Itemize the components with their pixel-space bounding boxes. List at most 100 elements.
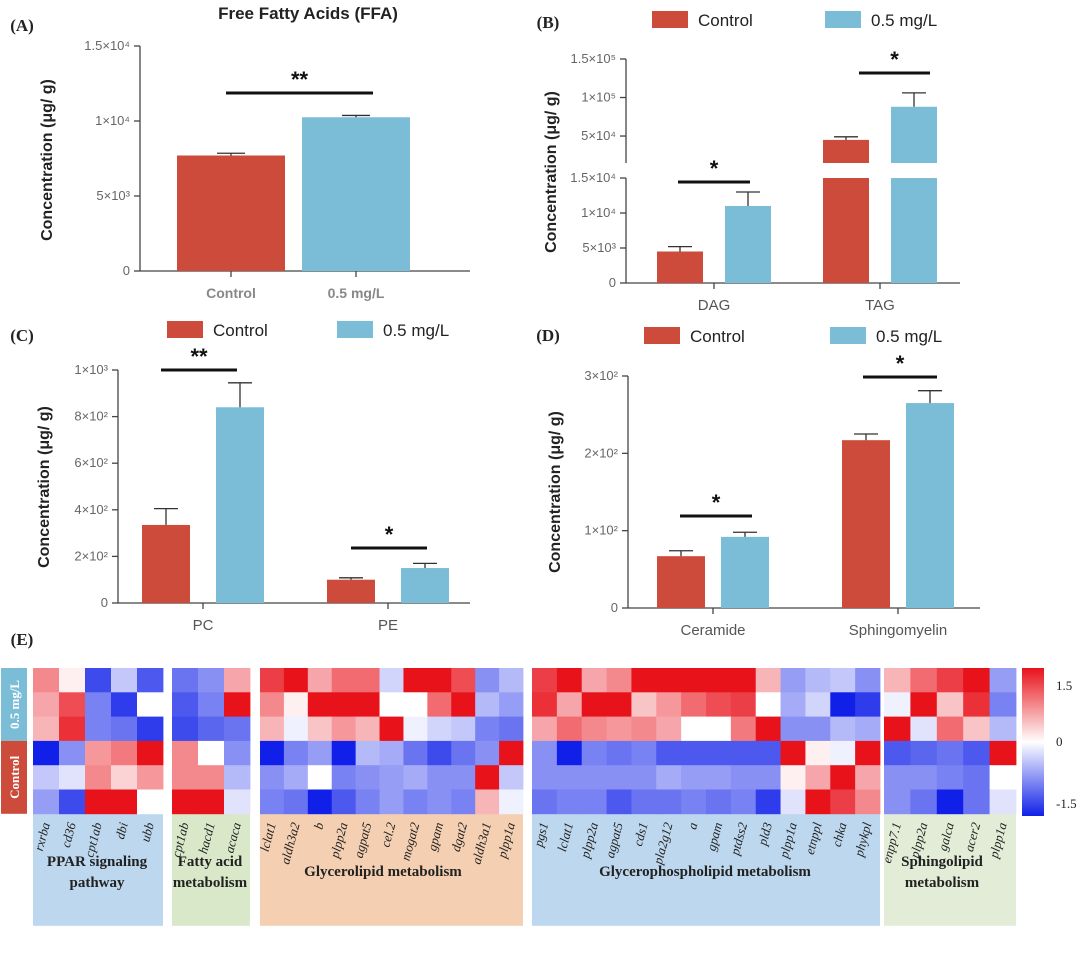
heat-cell-4-2-3 [963,716,990,742]
heat-cell-0-1-0 [33,692,60,717]
gene-label-3-7: gpam [703,821,725,853]
heat-cell-3-5-11 [805,789,831,815]
gene-band-3 [532,813,880,926]
heat-cell-3-1-12 [830,692,856,717]
gene-label-0-1: cd36 [58,820,79,849]
sig-star-B-0: * [710,156,719,181]
heat-cell-3-4-12 [830,765,856,790]
y-tick-label-lower-B-3: 1.5×10⁴ [570,170,616,185]
gene-label-4-3: acer2 [961,820,983,853]
heat-cell-3-5-1 [556,789,583,815]
gene-label-3-4: cds1 [630,821,651,848]
heat-cell-2-5-3 [331,789,357,815]
heat-cell-0-1-4 [137,692,164,717]
heat-cell-3-0-10 [780,668,806,693]
heat-cell-3-2-4 [631,716,657,742]
heat-cell-3-0-0 [532,668,558,693]
heat-cell-3-2-9 [755,716,781,742]
panel-label-B: (B) [537,13,560,32]
heat-cell-2-5-9 [475,789,500,815]
heat-cell-3-0-9 [755,668,781,693]
heat-cell-3-1-1 [556,692,583,717]
heat-cell-2-2-10 [499,716,524,742]
heat-cell-2-0-2 [307,668,333,693]
sig-star-D-0: * [712,490,721,515]
heat-cell-2-0-9 [475,668,500,693]
heat-cell-3-5-2 [581,789,607,815]
bar-B-upper-1-0 [823,139,869,163]
heat-cell-1-4-1 [198,765,225,790]
heat-cell-2-0-0 [260,668,285,693]
y-tick-label-A-3: 1.5×10⁴ [84,38,130,53]
heat-cell-2-2-0 [260,716,285,742]
gene-band-0 [33,813,163,926]
heat-cell-1-0-2 [224,668,251,693]
row-group-label-treated: 0.5 mg/L [7,680,22,729]
heat-cell-1-4-0 [172,765,199,790]
y-tick-label-lower-B-0: 0 [609,275,616,290]
heat-cell-4-2-4 [989,716,1017,742]
heat-cell-3-3-6 [681,740,707,766]
heat-cell-3-1-6 [681,692,707,717]
heat-cell-3-5-0 [532,789,558,815]
heat-cell-1-3-1 [198,740,225,766]
heat-cell-1-2-1 [198,716,225,742]
heat-cell-4-0-2 [936,668,964,693]
heat-cell-3-3-3 [606,740,632,766]
gene-label-3-12: chka [829,820,850,848]
colorbar-label-1: 0 [1056,734,1063,749]
x-tick-label-C-1: PE [378,617,398,634]
heat-cell-4-0-1 [910,668,938,693]
heat-cell-2-3-7 [427,740,452,766]
heat-cell-0-1-2 [85,692,112,717]
heat-cell-3-1-2 [581,692,607,717]
heat-cell-3-2-2 [581,716,607,742]
legend-label-B-1: 0.5 mg/L [871,11,937,30]
heat-cell-2-0-4 [355,668,380,693]
gene-label-2-0: lclat1 [257,821,279,853]
heat-cell-3-1-8 [730,692,757,717]
heat-cell-0-4-2 [85,765,112,790]
colorbar-label-0: 1.5 [1056,678,1072,693]
sig-star-C-1: * [385,522,394,547]
heat-cell-0-0-2 [85,668,112,693]
row-group-label-control: Control [7,755,22,798]
heat-cell-3-5-5 [656,789,682,815]
heat-cell-4-3-1 [910,740,938,766]
bar-A-0 [177,155,285,271]
heat-cell-0-4-3 [111,765,138,790]
x-tick-label-B-0: DAG [698,297,731,314]
heat-cell-4-3-4 [989,740,1017,766]
heat-cell-3-3-11 [805,740,831,766]
heat-cell-4-4-1 [910,765,938,790]
heat-cell-2-1-0 [260,692,285,717]
heat-cell-2-0-10 [499,668,524,693]
legend-swatch-D-1 [830,327,866,344]
sig-star-B-1: * [890,47,899,72]
heat-cell-3-4-3 [606,765,632,790]
heat-cell-2-2-2 [307,716,333,742]
heat-cell-3-4-9 [755,765,781,790]
heat-cell-2-2-4 [355,716,380,742]
y-axis-title-B: Concentration (μg/ g) [543,91,560,253]
heat-cell-0-5-3 [111,789,138,815]
heat-cell-3-4-5 [656,765,682,790]
heat-cell-3-3-1 [556,740,583,766]
bar-D-1-1 [906,403,954,608]
heat-cell-0-5-1 [59,789,86,815]
heat-cell-2-2-3 [331,716,357,742]
y-tick-label-upper-B-0: 5×10⁴ [581,128,616,143]
heat-cell-4-0-0 [884,668,911,693]
heat-cell-3-2-7 [706,716,732,742]
heat-cell-2-3-9 [475,740,500,766]
bar-A-1 [302,117,410,271]
heat-cell-4-3-0 [884,740,911,766]
heat-cell-4-1-2 [936,692,964,717]
chart-title-A: Free Fatty Acids (FFA) [218,4,398,23]
heat-cell-2-4-3 [331,765,357,790]
gene-label-2-5: cel.2 [377,820,398,848]
y-tick-label-C-1: 2×10² [74,548,108,563]
heat-cell-4-4-3 [963,765,990,790]
heat-cell-3-1-7 [706,692,732,717]
heat-cell-2-4-7 [427,765,452,790]
